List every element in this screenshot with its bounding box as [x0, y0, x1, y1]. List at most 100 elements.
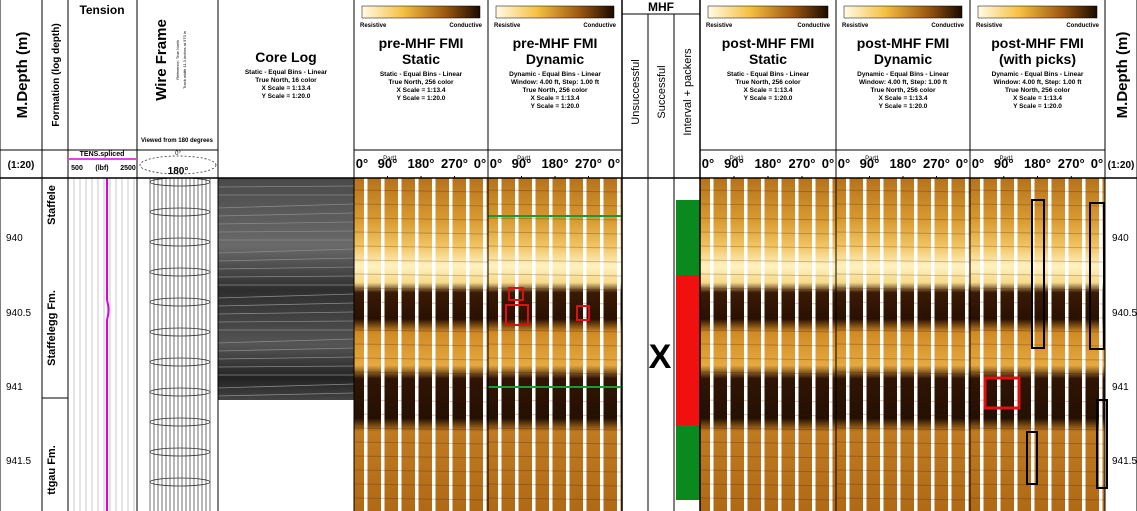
wire-ring	[150, 328, 210, 336]
color-low: Resistive	[494, 23, 521, 29]
track-title: Core Log	[255, 49, 316, 65]
pad-gap	[1065, 178, 1069, 511]
color-bar	[708, 6, 828, 18]
pad-label: Pad1	[730, 156, 745, 162]
track-title: Dynamic	[526, 51, 585, 67]
color-low: Resistive	[706, 23, 733, 29]
wire-ring	[150, 178, 210, 186]
wire-view: Viewed from 180 degrees	[141, 138, 214, 144]
wire-ring	[150, 448, 210, 456]
pad-gap	[1099, 178, 1103, 511]
depth-title: M.Depth (m)	[1114, 32, 1131, 119]
pad-gap	[812, 178, 816, 511]
mhf-mark: X	[649, 338, 672, 376]
tension-curve	[107, 178, 109, 511]
pad-gap	[432, 178, 436, 511]
depth-label: 940	[1112, 233, 1129, 244]
tension-curve-name: TENS.spliced	[80, 151, 125, 158]
track-title: post-MHF FMI	[991, 35, 1084, 51]
depth-label: 940	[6, 233, 23, 244]
track-note: True North, 256 color	[522, 87, 587, 94]
track-note: Y Scale = 1:20.0	[744, 95, 793, 102]
azimuth-label: 270°	[923, 156, 950, 171]
color-bar	[496, 6, 614, 18]
color-low: Resistive	[360, 23, 387, 29]
wire-ring	[150, 478, 210, 486]
well-log-figure: XM.Depth (m)(1:20)M.Depth (m)(1:20)Forma…	[0, 0, 1137, 511]
wire-title: Wire Frame	[153, 19, 170, 101]
azimuth-label: 180°	[755, 156, 782, 171]
track-note: Window: 4.00 ft, Step: 1.00 ft	[511, 79, 600, 86]
wire-note: Reference: True North	[175, 40, 180, 80]
azimuth-label: 270°	[575, 156, 602, 171]
azimuth-label: 0°	[972, 156, 984, 171]
pad-gap	[965, 178, 969, 511]
track-note: Static - Equal Bins - Linear	[727, 71, 810, 78]
tension-unit: (lbf)	[95, 165, 108, 172]
color-bar	[362, 6, 480, 18]
track-note: True North, 256 color	[735, 79, 800, 86]
track-note: Window: 4.00 ft, Step: 1.00 ft	[859, 79, 948, 86]
pad-gap	[466, 178, 470, 511]
pad-gap	[566, 178, 570, 511]
azimuth-label: 180°	[542, 156, 569, 171]
wire-ring	[150, 388, 210, 396]
wire-ring	[150, 418, 210, 426]
color-low: Resistive	[842, 23, 869, 29]
pad-label: Pad1	[383, 156, 398, 162]
wire-bottom: 180°	[168, 166, 189, 177]
color-high: Conductive	[1066, 23, 1099, 29]
track-note: True North, 256 color	[1005, 87, 1070, 94]
pad-gap	[948, 178, 952, 511]
interval-successful	[676, 425, 700, 500]
azimuth-label: 0°	[702, 156, 714, 171]
interval-unsuccessful	[676, 275, 700, 425]
color-high: Conductive	[583, 23, 616, 29]
track-note: Static - Equal Bins - Linear	[245, 69, 328, 76]
azimuth-label: 180°	[408, 156, 435, 171]
pad-gap	[483, 178, 487, 511]
azimuth-label: 0°	[490, 156, 502, 171]
depth-label: 941	[1112, 382, 1129, 393]
formation-label: Staffelegg Fm.	[46, 290, 58, 366]
azimuth-label: 180°	[1024, 156, 1051, 171]
pad-gap	[829, 178, 833, 511]
depth-label: 940.5	[6, 308, 31, 319]
pad-gap	[1048, 178, 1052, 511]
pad-gap	[778, 178, 782, 511]
pad-label: Pad1	[999, 156, 1014, 162]
track-title: pre-MHF FMI	[379, 35, 464, 51]
track-note: True North, 16 color	[255, 77, 317, 84]
depth-scale: (1:20)	[1108, 160, 1135, 171]
mhf-title: MHF	[648, 0, 674, 14]
track-title: Static	[402, 51, 440, 67]
azimuth-label: 0°	[1091, 156, 1103, 171]
depth-label: 941.5	[1112, 456, 1137, 467]
mhf-column: Unsuccessful	[630, 59, 642, 124]
tension-min: 500	[71, 165, 83, 172]
wire-ring	[150, 298, 210, 306]
track-note: Dynamic - Equal Bins - Linear	[992, 71, 1084, 78]
pad-gap	[931, 178, 935, 511]
depth-label: 940.5	[1112, 308, 1137, 319]
track-note: Static - Equal Bins - Linear	[380, 71, 463, 78]
pad-gap	[795, 178, 799, 511]
pad-label: Pad1	[865, 156, 880, 162]
track-note: Y Scale = 1:20.0	[879, 103, 928, 110]
tension-title: Tension	[79, 3, 124, 17]
azimuth-label: 270°	[441, 156, 468, 171]
azimuth-label: 0°	[822, 156, 834, 171]
track-note: X Scale = 1:13.4	[744, 87, 793, 94]
track-note: Y Scale = 1:20.0	[397, 95, 446, 102]
track-title: (with picks)	[999, 51, 1076, 67]
track-note: Y Scale = 1:20.0	[262, 93, 311, 100]
formation-title: Formation (log depth)	[51, 23, 62, 126]
azimuth-label: 270°	[1058, 156, 1085, 171]
tension-max: 2500	[120, 165, 136, 172]
wire-top: 0°	[175, 151, 181, 157]
track-note: Y Scale = 1:20.0	[1013, 103, 1062, 110]
track-note: X Scale = 1:13.4	[1013, 95, 1062, 102]
track-note: Dynamic - Equal Bins - Linear	[857, 71, 949, 78]
color-high: Conductive	[449, 23, 482, 29]
color-high: Conductive	[797, 23, 830, 29]
